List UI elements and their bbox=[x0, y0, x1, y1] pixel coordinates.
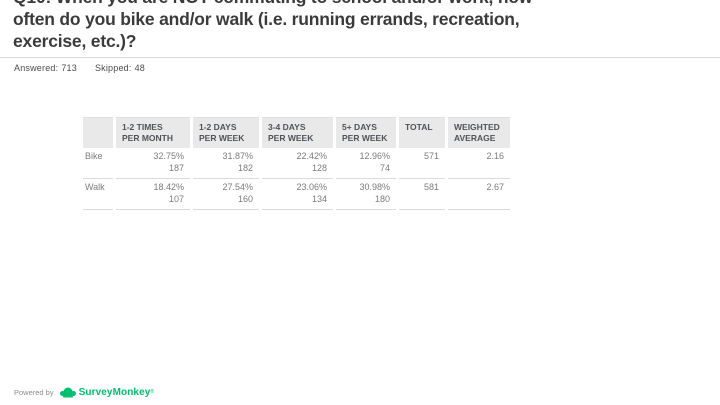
response-stats: Answered: 713 Skipped: 48 bbox=[14, 63, 163, 73]
skipped-value: 48 bbox=[134, 63, 145, 73]
answered-label: Answered: bbox=[14, 63, 59, 73]
table-row-walk: Walk 18.42% 107 27.54% 160 23.06% 134 30… bbox=[83, 179, 510, 210]
question-title-line-3: exercise, etc.)? bbox=[13, 31, 137, 51]
cell-walk-1-2-times-per-month: 18.42% 107 bbox=[116, 179, 190, 210]
cell-bike-1-2-times-per-month: 32.75% 187 bbox=[116, 148, 190, 179]
question-title-line-2: often do you bike and/or walk (i.e. runn… bbox=[13, 9, 520, 29]
surveymonkey-monkey-icon bbox=[59, 387, 76, 397]
title-divider bbox=[0, 57, 720, 58]
results-table: 1-2 TIMES PER MONTH 1-2 DAYS PER WEEK 3-… bbox=[80, 117, 513, 210]
table-row-bike: Bike 32.75% 187 31.87% 182 22.42% 128 12… bbox=[83, 148, 510, 179]
cell-walk-5plus-days-per-week: 30.98% 180 bbox=[336, 179, 396, 210]
question-title-line-1: Q10: When you are NOT commuting to schoo… bbox=[13, 0, 713, 8]
cell-walk-total: 581 bbox=[399, 179, 445, 210]
column-header-1-2-times-per-month: 1-2 TIMES PER MONTH bbox=[116, 117, 190, 148]
cell-walk-1-2-days-per-week: 27.54% 160 bbox=[193, 179, 259, 210]
skipped-stat: Skipped: 48 bbox=[95, 63, 145, 73]
skipped-label: Skipped: bbox=[94, 63, 132, 73]
surveymonkey-brand-link[interactable]: SurveyMonkey ® bbox=[59, 387, 155, 399]
answered-value: 713 bbox=[61, 63, 77, 73]
column-header-rowlabel bbox=[83, 117, 113, 148]
cell-bike-3-4-days-per-week: 22.42% 128 bbox=[262, 148, 333, 179]
question-title: Q10: When you are NOT commuting to schoo… bbox=[13, 0, 713, 52]
cell-walk-weighted-average: 2.67 bbox=[448, 179, 510, 210]
cell-walk-3-4-days-per-week: 23.06% 134 bbox=[262, 179, 333, 210]
table-header-row: 1-2 TIMES PER MONTH 1-2 DAYS PER WEEK 3-… bbox=[83, 117, 510, 148]
answered-stat: Answered: 713 bbox=[14, 63, 77, 73]
cell-bike-total: 571 bbox=[399, 148, 445, 179]
column-header-1-2-days-per-week: 1-2 DAYS PER WEEK bbox=[193, 117, 259, 148]
surveymonkey-wordmark: SurveyMonkey bbox=[78, 387, 151, 398]
column-header-total: TOTAL bbox=[399, 117, 445, 148]
row-label: Bike bbox=[83, 148, 113, 179]
cell-bike-1-2-days-per-week: 31.87% 182 bbox=[193, 148, 259, 179]
registered-mark: ® bbox=[150, 389, 155, 395]
row-label: Walk bbox=[83, 179, 113, 210]
cell-bike-5plus-days-per-week: 12.96% 74 bbox=[336, 148, 396, 179]
cell-bike-weighted-average: 2.16 bbox=[448, 148, 510, 179]
powered-by-label: Powered by bbox=[14, 388, 54, 397]
column-header-weighted-average: WEIGHTED AVERAGE bbox=[448, 117, 510, 148]
column-header-3-4-days-per-week: 3-4 DAYS PER WEEK bbox=[262, 117, 333, 148]
footer: Powered by SurveyMonkey ® bbox=[14, 385, 154, 400]
column-header-5plus-days-per-week: 5+ DAYS PER WEEK bbox=[336, 117, 396, 148]
